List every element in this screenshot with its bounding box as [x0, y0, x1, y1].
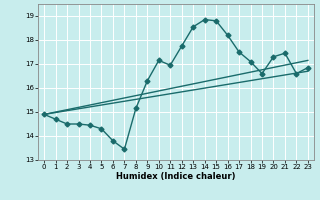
X-axis label: Humidex (Indice chaleur): Humidex (Indice chaleur): [116, 172, 236, 181]
